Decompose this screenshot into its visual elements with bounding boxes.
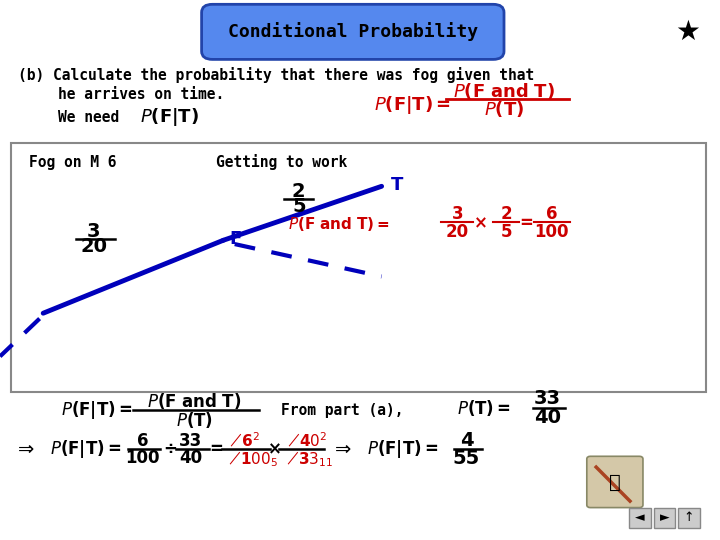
Text: ↑: ↑ [684, 511, 694, 524]
Text: $\it{P}$$\mathbf{(F|T)}$: $\it{P}$$\mathbf{(F|T)}$ [140, 106, 199, 128]
Text: =: = [209, 440, 223, 458]
Text: 2: 2 [500, 205, 512, 224]
Text: Getting to work: Getting to work [216, 154, 347, 170]
Bar [654, 508, 675, 528]
Text: 55: 55 [453, 449, 480, 469]
Text: 3: 3 [87, 221, 100, 241]
Text: 5: 5 [500, 222, 512, 241]
Text: ◄: ◄ [635, 511, 645, 524]
Text: 4: 4 [460, 430, 473, 450]
Text: $\not\mathbf{3}$3$_{11}$: $\not\mathbf{3}$3$_{11}$ [287, 449, 333, 469]
Text: F: F [229, 230, 241, 248]
Bar [629, 508, 651, 528]
Text: 3: 3 [451, 205, 463, 224]
Text: We need: We need [58, 110, 119, 125]
Text: Fog on M 6: Fog on M 6 [29, 154, 117, 170]
Text: From part (a),: From part (a), [281, 403, 403, 418]
Text: 20: 20 [80, 237, 107, 256]
Text: ★: ★ [675, 18, 700, 46]
Text: $\it{P}$$\mathbf{(F\ and\ T) = }$: $\it{P}$$\mathbf{(F\ and\ T) = }$ [288, 215, 390, 233]
Text: $\it{P}$$\mathbf{(F|T) =}$: $\it{P}$$\mathbf{(F|T) =}$ [50, 438, 122, 460]
Text: 📝: 📝 [609, 472, 621, 492]
Text: 40: 40 [179, 449, 202, 467]
Text: $\not\mathbf{1}$00$_5$: $\not\mathbf{1}$00$_5$ [229, 449, 278, 469]
FancyBboxPatch shape [587, 456, 643, 508]
Text: $\it{P}$$\mathbf{(T)}$: $\it{P}$$\mathbf{(T)}$ [484, 99, 524, 119]
Text: (b) Calculate the probability that there was fog given that: (b) Calculate the probability that there… [18, 66, 534, 83]
Text: $\it{P}$$\mathbf{(F|T) =}$: $\it{P}$$\mathbf{(F|T) =}$ [367, 438, 438, 460]
Text: $\not\mathbf{6}$$^2$: $\not\mathbf{6}$$^2$ [230, 431, 260, 449]
Text: ×: × [474, 214, 488, 232]
Text: 33: 33 [534, 389, 561, 408]
Text: $\it{P}$$\mathbf{(F|T) =}$: $\it{P}$$\mathbf{(F|T) =}$ [61, 400, 132, 421]
Text: ⇒: ⇒ [18, 440, 35, 459]
Text: T: T [391, 176, 403, 194]
Bar [11, 143, 706, 392]
Text: 33: 33 [179, 432, 202, 450]
Text: 100: 100 [125, 449, 160, 467]
Text: $\it{P}$$\mathbf{(F\ and\ T)}$: $\it{P}$$\mathbf{(F\ and\ T)}$ [148, 390, 241, 411]
Text: 5: 5 [292, 197, 305, 216]
Text: ►: ► [660, 511, 670, 524]
Text: $\it{P}$$\mathbf{(F\ and\ T)}$: $\it{P}$$\mathbf{(F\ and\ T)}$ [453, 80, 555, 101]
Text: Conditional Probability: Conditional Probability [228, 22, 478, 42]
Text: 40: 40 [534, 408, 561, 428]
FancyBboxPatch shape [202, 4, 504, 59]
Text: 100: 100 [534, 222, 569, 241]
Text: $\it{P}$$\mathbf{(T) =}$: $\it{P}$$\mathbf{(T) =}$ [457, 397, 511, 418]
Text: $\not\mathbf{4}$0$^2$: $\not\mathbf{4}$0$^2$ [288, 431, 328, 449]
Text: 6: 6 [546, 205, 557, 224]
Text: 20: 20 [446, 222, 469, 241]
Text: ×: × [268, 440, 282, 458]
Text: he arrives on time.: he arrives on time. [58, 87, 224, 102]
Bar [678, 508, 700, 528]
Text: 6: 6 [137, 432, 148, 450]
Text: $\it{P}$$\mathbf{(F|T) = }$: $\it{P}$$\mathbf{(F|T) = }$ [374, 94, 451, 116]
Text: ⇒: ⇒ [335, 440, 351, 459]
Text: ÷: ÷ [163, 440, 178, 458]
Text: $\it{P}$$\mathbf{(T)}$: $\it{P}$$\mathbf{(T)}$ [176, 410, 213, 430]
Text: =: = [519, 214, 534, 232]
Text: 2: 2 [292, 182, 305, 201]
